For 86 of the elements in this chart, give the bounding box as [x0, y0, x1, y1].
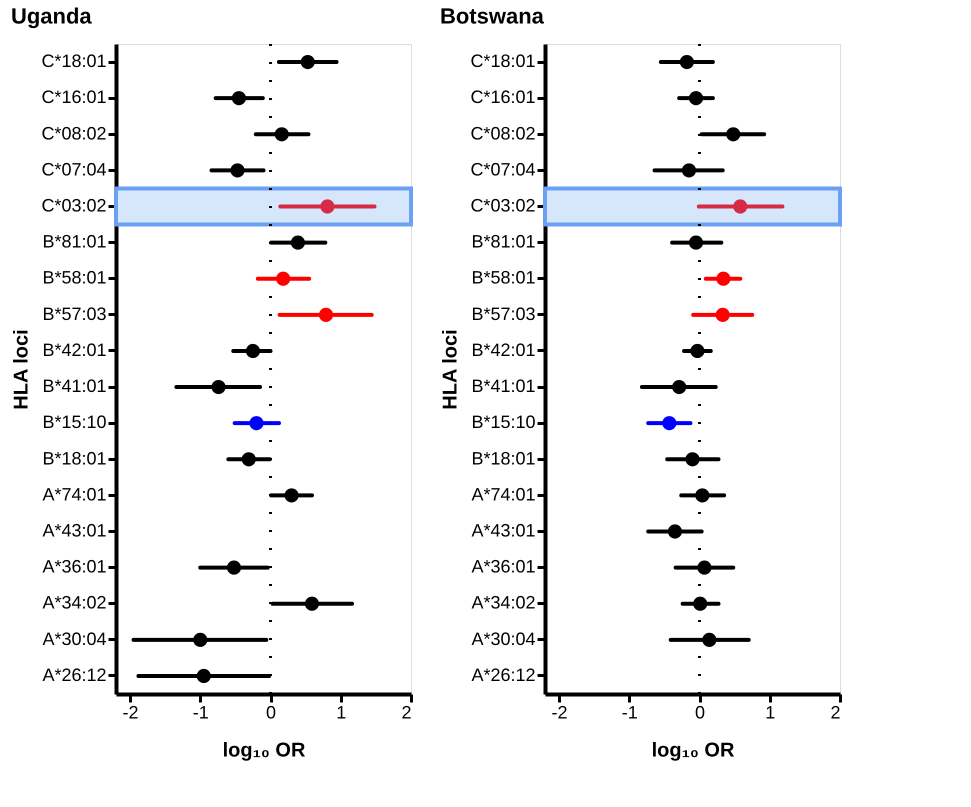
- y-tick-label: A*30:04: [471, 628, 536, 649]
- point: [695, 488, 710, 502]
- y-tick-label: A*43:01: [471, 520, 536, 540]
- x-tick-label: 1: [336, 702, 346, 722]
- x-axis-title: log₁₀ OR: [222, 740, 306, 762]
- y-axis-title: HLA loci: [10, 329, 32, 410]
- y-tick-label: B*57:03: [471, 304, 536, 324]
- point: [668, 524, 682, 539]
- x-tick-label: -2: [552, 702, 568, 722]
- y-tick-label: A*74:01: [42, 484, 106, 504]
- y-tick-label: C*18:01: [470, 51, 536, 72]
- y-tick-label: C*07:04: [41, 159, 106, 180]
- y-tick-label: A*26:12: [42, 664, 106, 685]
- point: [733, 199, 748, 214]
- chart-title: Botswana: [440, 4, 545, 28]
- y-tick-label: C*16:01: [41, 87, 106, 108]
- y-tick-label: C*08:02: [470, 123, 536, 144]
- y-tick-label: B*42:01: [471, 340, 536, 360]
- y-tick-label: B*18:01: [42, 448, 106, 468]
- point: [688, 236, 704, 250]
- y-tick-label: C*18:01: [41, 51, 106, 72]
- y-tick-label: B*57:03: [42, 304, 106, 324]
- y-tick-label: A*36:01: [471, 556, 536, 577]
- y-tick-label: C*07:04: [470, 159, 536, 180]
- y-tick-label: C*03:02: [41, 196, 106, 216]
- point: [318, 308, 334, 322]
- y-tick-label: B*18:01: [471, 448, 536, 468]
- point: [290, 236, 305, 250]
- point: [230, 163, 245, 178]
- y-tick-label: B*81:01: [471, 232, 536, 252]
- y-tick-label: A*43:01: [42, 520, 106, 540]
- point: [232, 91, 246, 106]
- y-tick-label: B*41:01: [42, 376, 106, 396]
- y-tick-label: B*58:01: [42, 268, 106, 288]
- point: [249, 416, 264, 430]
- x-tick-label: -2: [122, 702, 139, 722]
- point: [193, 632, 208, 647]
- y-tick-label: B*81:01: [42, 232, 106, 252]
- x-tick-label: -1: [622, 702, 638, 722]
- x-tick-label: 2: [830, 702, 840, 722]
- point: [276, 272, 290, 286]
- x-axis-title: log₁₀ OR: [652, 740, 735, 762]
- point: [716, 308, 730, 322]
- y-tick-label: A*30:04: [42, 628, 106, 649]
- y-tick-label: B*42:01: [42, 340, 106, 360]
- y-tick-label: A*34:02: [471, 592, 536, 613]
- y-tick-label: A*74:01: [471, 484, 536, 504]
- y-tick-label: C*16:01: [470, 87, 536, 108]
- point: [716, 272, 730, 286]
- point: [320, 199, 334, 214]
- point: [242, 452, 256, 466]
- point: [682, 163, 696, 178]
- y-tick-label: B*15:10: [42, 412, 106, 432]
- y-tick-label: C*03:02: [470, 196, 536, 216]
- point: [226, 560, 242, 575]
- point: [690, 344, 704, 358]
- point: [274, 127, 289, 142]
- point: [662, 416, 676, 430]
- point: [246, 344, 260, 358]
- y-tick-label: B*15:10: [471, 412, 536, 432]
- point: [304, 596, 320, 611]
- point: [726, 127, 740, 142]
- y-tick-label: A*34:02: [42, 592, 106, 613]
- x-tick-label: -1: [192, 702, 209, 722]
- y-tick-label: B*58:01: [471, 268, 536, 288]
- point: [672, 380, 686, 394]
- point: [688, 91, 704, 106]
- y-tick-label: B*41:01: [471, 376, 536, 396]
- point: [702, 632, 716, 647]
- x-tick-label: 0: [695, 702, 706, 722]
- y-tick-label: A*36:01: [42, 556, 106, 577]
- point: [697, 560, 712, 575]
- y-tick-label: A*26:12: [471, 664, 536, 685]
- point: [680, 55, 694, 70]
- x-tick-label: 1: [765, 702, 776, 722]
- x-tick-label: 0: [266, 702, 276, 722]
- chart-title: Uganda: [10, 4, 92, 28]
- x-tick-label: 2: [401, 702, 412, 722]
- point: [196, 668, 211, 683]
- y-tick-label: C*08:02: [41, 123, 106, 144]
- point: [685, 452, 700, 466]
- y-axis-title: HLA loci: [439, 329, 462, 410]
- point: [300, 55, 315, 70]
- point: [693, 596, 708, 611]
- point: [211, 380, 226, 394]
- point: [284, 488, 299, 502]
